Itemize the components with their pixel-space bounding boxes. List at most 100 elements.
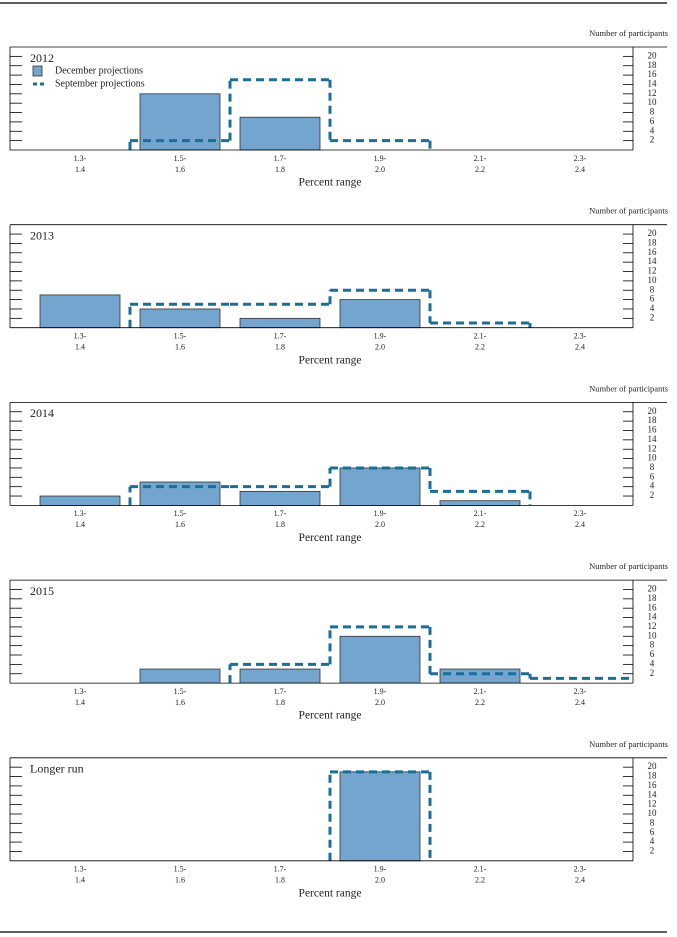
x-tick-label: 1.7- [274,687,287,696]
x-tick-label: 1.7- [274,865,287,874]
bar [39,294,121,329]
x-axis-title: Percent range [299,532,362,544]
y-tick-label: 16 [648,780,658,790]
y-tick-label: 6 [650,116,655,126]
x-tick-label: 2.2 [475,698,485,707]
x-tick-label: 2.2 [475,165,485,174]
x-tick-label: 2.4 [575,520,585,529]
panel-title: 2015 [30,584,54,598]
x-tick-label: 2.1- [474,865,487,874]
x-tick-label: 1.3- [74,332,87,341]
x-tick-label: 1.4 [75,876,85,885]
x-tick-label: 1.3- [74,509,87,518]
y-tick-label: 16 [648,602,658,612]
y-tick-label: 6 [650,649,655,659]
x-tick-label: 1.3- [74,687,87,696]
bar [139,308,221,329]
y-tick-label: 18 [648,771,658,781]
y-tick-label: 20 [648,406,658,416]
y-tick-label: 20 [648,584,658,594]
x-tick-label: 1.6 [175,343,185,352]
x-tick-label: 1.8 [275,876,285,885]
panel-title: Longer run [30,762,84,776]
y-tick-label: 14 [648,789,658,799]
y-tick-label: 2 [650,490,655,500]
panel-title: 2012 [30,51,54,65]
y-tick-label: 8 [650,817,655,827]
y-tick-label: 8 [650,107,655,117]
x-tick-label: 1.8 [275,698,285,707]
y-tick-label: 12 [648,443,657,453]
x-tick-label: 1.9- [374,687,387,696]
y-tick-label: 14 [648,612,658,622]
x-tick-label: 1.9- [374,154,387,163]
x-tick-label: 2.1- [474,332,487,341]
legend-label: September projections [55,78,145,89]
x-tick-label: 2.0 [375,343,385,352]
x-tick-label: 2.4 [575,165,585,174]
x-tick-label: 1.4 [75,520,85,529]
x-tick-label: 1.7- [274,332,287,341]
y-tick-label: 4 [650,836,655,846]
legend-swatch [32,65,43,77]
y-axis-title: Number of participants [589,206,668,216]
x-axis-title: Percent range [299,177,362,189]
x-tick-label: 1.4 [75,698,85,707]
x-tick-label: 1.7- [274,154,287,163]
x-tick-label: 1.5- [174,332,187,341]
y-tick-label: 12 [648,266,657,276]
bar [239,116,321,151]
y-tick-label: 8 [650,462,655,472]
x-axis-title: Percent range [299,710,362,722]
x-tick-label: 1.6 [175,876,185,885]
x-tick-label: 2.1- [474,154,487,163]
bar [139,93,221,151]
bar [439,668,521,684]
x-tick-label: 2.2 [475,876,485,885]
y-tick-label: 12 [648,799,657,809]
x-tick-label: 1.8 [275,343,285,352]
bar [339,771,421,862]
y-axis-title: Number of participants [589,739,668,749]
bar [139,668,221,684]
bar [339,299,421,329]
y-tick-label: 6 [650,471,655,481]
x-tick-label: 1.6 [175,520,185,529]
x-tick-label: 2.3- [574,865,587,874]
y-axis-title: Number of participants [589,28,668,38]
x-tick-label: 1.5- [174,687,187,696]
y-tick-label: 12 [648,621,657,631]
y-tick-label: 10 [648,97,658,107]
y-tick-label: 18 [648,60,658,70]
x-tick-label: 1.8 [275,520,285,529]
y-tick-label: 2 [650,668,655,678]
bar [439,500,521,506]
y-tick-label: 2 [650,135,655,145]
y-tick-label: 4 [650,658,655,668]
x-tick-label: 1.3- [74,865,87,874]
x-tick-label: 2.4 [575,698,585,707]
x-axis-title: Percent range [299,354,362,366]
x-tick-label: 1.4 [75,343,85,352]
y-tick-label: 6 [650,294,655,304]
x-tick-label: 2.1- [474,509,487,518]
bar [339,467,421,506]
x-tick-label: 1.9- [374,865,387,874]
y-tick-label: 8 [650,284,655,294]
x-tick-label: 2.0 [375,520,385,529]
bar [239,668,321,684]
x-tick-label: 2.4 [575,876,585,885]
x-tick-label: 2.3- [574,687,587,696]
x-tick-label: 1.7- [274,509,287,518]
y-tick-label: 4 [650,303,655,313]
x-tick-label: 1.9- [374,509,387,518]
y-tick-label: 6 [650,827,655,837]
y-axis-title: Number of participants [589,561,668,571]
y-tick-label: 10 [648,808,658,818]
y-tick-label: 16 [648,247,658,257]
x-tick-label: 1.5- [174,154,187,163]
y-tick-label: 4 [650,481,655,491]
x-tick-label: 1.6 [175,165,185,174]
y-tick-label: 8 [650,640,655,650]
